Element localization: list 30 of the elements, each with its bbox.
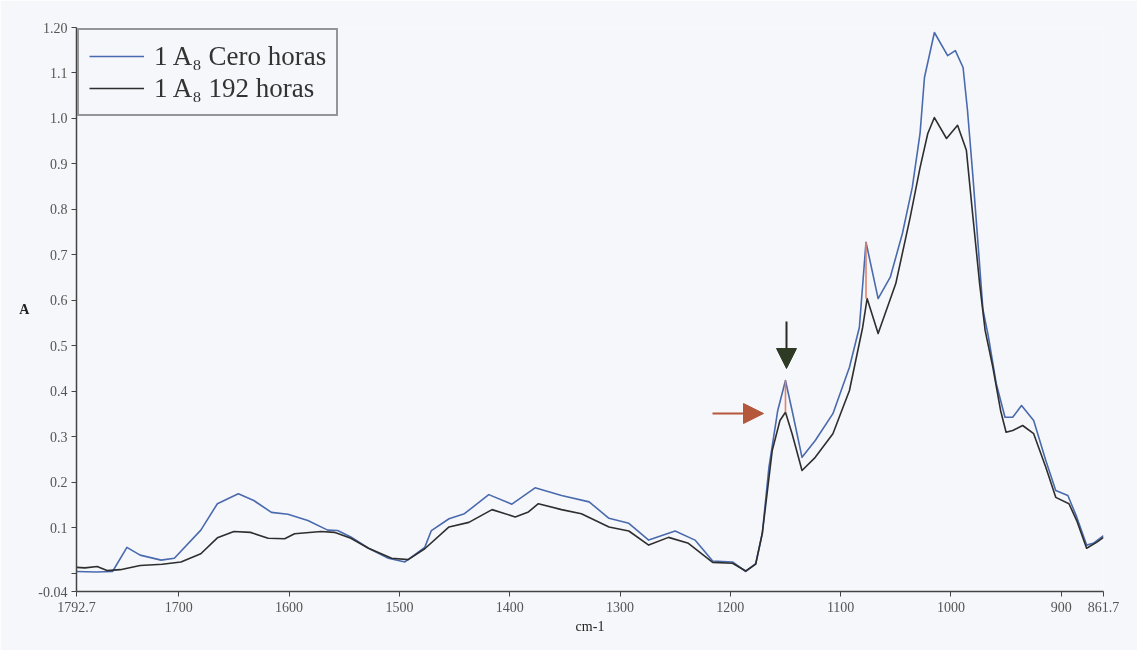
- x-tick-label: 1200: [716, 599, 745, 615]
- y-tick-label: -0.04: [38, 584, 68, 600]
- x-tick-label: 1700: [164, 599, 193, 615]
- y-tick-label: 0.7: [50, 247, 68, 263]
- x-tick-label: 1100: [826, 599, 855, 615]
- x-tick-label: 861.7: [1087, 599, 1120, 615]
- x-tick-label: 1500: [385, 599, 414, 615]
- y-tick-label: 0.8: [50, 202, 68, 218]
- y-tick-label: 0.1: [50, 520, 68, 536]
- x-axis-title: cm-1: [575, 618, 605, 634]
- y-tick-label: 0.2: [50, 475, 68, 491]
- y-tick-label: 0.5: [50, 338, 68, 354]
- x-tick-label: 1400: [495, 599, 524, 615]
- x-tick-label: 1300: [606, 599, 634, 615]
- y-tick-label: 0.4: [50, 384, 68, 400]
- x-tick-label: 900: [1050, 599, 1072, 615]
- legend-label: 1 A₈ Cero horas: [154, 40, 327, 72]
- line-series: [76, 116, 1104, 572]
- line-series: [76, 31, 1104, 573]
- x-tick-label: 1600: [275, 599, 304, 615]
- legend-label: 1 A₈ 192 horas: [154, 72, 315, 104]
- y-tick-label: 0.3: [50, 429, 68, 445]
- x-tick-label: 1792.7: [57, 599, 96, 615]
- x-tick-label: 1000: [936, 599, 965, 615]
- y-axis-title: A: [19, 302, 31, 317]
- y-tick-label: 1.1: [50, 65, 68, 81]
- y-tick-label: 0.6: [50, 293, 68, 309]
- y-tick-label: 0.9: [50, 156, 68, 172]
- y-tick-label: 1.20: [43, 20, 68, 36]
- y-tick-label: 1.0: [50, 111, 68, 127]
